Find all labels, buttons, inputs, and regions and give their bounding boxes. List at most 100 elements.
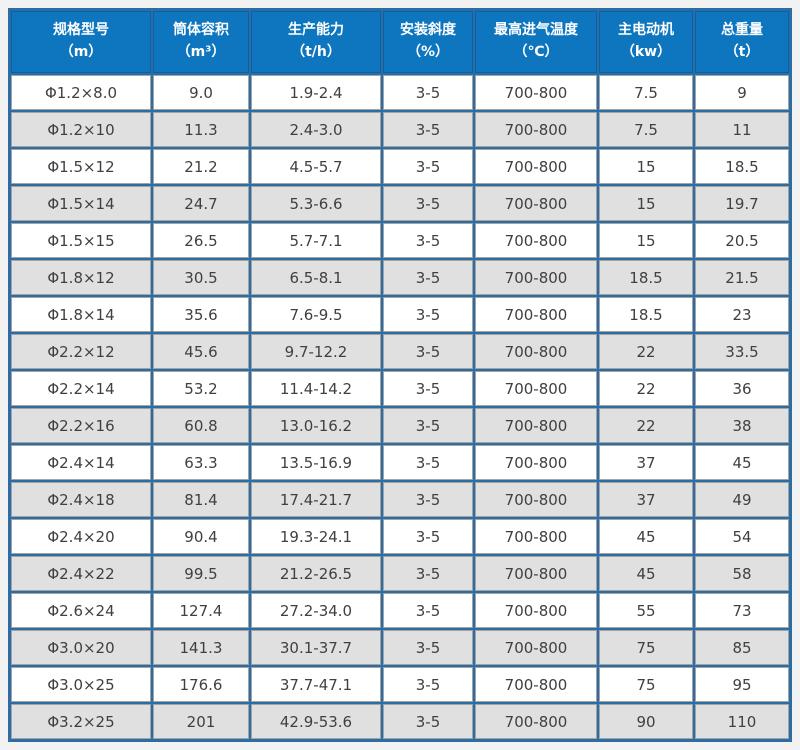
table-cell: Φ2.4×14 — [11, 445, 151, 480]
table-cell: Φ1.8×12 — [11, 260, 151, 295]
column-header-label: 最高进气温度 — [494, 22, 578, 39]
table-cell: 24.7 — [153, 186, 249, 221]
table-cell: 700-800 — [475, 112, 597, 147]
table-cell: Φ1.5×14 — [11, 186, 151, 221]
table-cell: 55 — [599, 593, 693, 628]
column-header-label: 筒体容积 — [173, 22, 229, 39]
spec-table: 规格型号 （m） 筒体容积 （m³） 生产能力 （t/h） 安装斜度 （%） 最… — [8, 8, 792, 742]
table-cell: Φ3.2×25 — [11, 704, 151, 739]
table-cell: Φ2.2×16 — [11, 408, 151, 443]
table-cell: 18.5 — [599, 297, 693, 332]
table-row: Φ1.5×12 21.2 4.5-5.7 3-5 700-800 15 18.5 — [11, 149, 789, 184]
table-row: Φ2.4×14 63.3 13.5-16.9 3-5 700-800 37 45 — [11, 445, 789, 480]
table-cell: 9.7-12.2 — [251, 334, 381, 369]
column-header-label: 安装斜度 — [400, 22, 456, 39]
table-cell: 22 — [599, 371, 693, 406]
table-cell: 7.6-9.5 — [251, 297, 381, 332]
table-cell: Φ2.4×20 — [11, 519, 151, 554]
table-cell: 11 — [695, 112, 789, 147]
table-cell: 90 — [599, 704, 693, 739]
table-cell: 95 — [695, 667, 789, 702]
column-header-unit: （t/h） — [291, 44, 341, 60]
table-row: Φ2.6×24 127.4 27.2-34.0 3-5 700-800 55 73 — [11, 593, 789, 628]
table-cell: 7.5 — [599, 75, 693, 110]
table-row: Φ3.0×25 176.6 37.7-47.1 3-5 700-800 75 95 — [11, 667, 789, 702]
table-cell: 700-800 — [475, 149, 597, 184]
table-cell: 5.3-6.6 — [251, 186, 381, 221]
table-cell: 54 — [695, 519, 789, 554]
table-cell: 2.4-3.0 — [251, 112, 381, 147]
table-cell: 110 — [695, 704, 789, 739]
table-cell: 53.2 — [153, 371, 249, 406]
table-cell: 75 — [599, 667, 693, 702]
table-cell: 3-5 — [383, 75, 473, 110]
table-cell: 30.1-37.7 — [251, 630, 381, 665]
table-cell: 700-800 — [475, 260, 597, 295]
table-cell: 9.0 — [153, 75, 249, 110]
column-header-unit: （℃） — [513, 44, 559, 60]
table-cell: 26.5 — [153, 223, 249, 258]
table-cell: 45 — [695, 445, 789, 480]
table-cell: 81.4 — [153, 482, 249, 517]
column-header-max-inlet-temp: 最高进气温度 （℃） — [475, 11, 597, 73]
table-cell: 35.6 — [153, 297, 249, 332]
table-cell: 18.5 — [695, 149, 789, 184]
table-cell: Φ1.2×8.0 — [11, 75, 151, 110]
column-header-label: 规格型号 — [53, 22, 109, 39]
table-cell: 21.5 — [695, 260, 789, 295]
table-cell: 85 — [695, 630, 789, 665]
table-cell: 15 — [599, 149, 693, 184]
table-cell: 700-800 — [475, 223, 597, 258]
table-cell: Φ3.0×25 — [11, 667, 151, 702]
table-row: Φ1.2×8.0 9.0 1.9-2.4 3-5 700-800 7.5 9 — [11, 75, 789, 110]
table-cell: 75 — [599, 630, 693, 665]
table-cell: 3-5 — [383, 223, 473, 258]
column-header-label: 主电动机 — [618, 22, 674, 39]
table-row: Φ1.2×10 11.3 2.4-3.0 3-5 700-800 7.5 11 — [11, 112, 789, 147]
table-cell: 700-800 — [475, 519, 597, 554]
table-cell: 700-800 — [475, 667, 597, 702]
table-cell: 3-5 — [383, 593, 473, 628]
table-cell: 201 — [153, 704, 249, 739]
column-header-cylinder-volume: 筒体容积 （m³） — [153, 11, 249, 73]
column-header-unit: （%） — [406, 44, 450, 60]
table-cell: 3-5 — [383, 112, 473, 147]
table-cell: 3-5 — [383, 704, 473, 739]
table-cell: 20.5 — [695, 223, 789, 258]
table-cell: 38 — [695, 408, 789, 443]
table-cell: 23 — [695, 297, 789, 332]
table-cell: 700-800 — [475, 482, 597, 517]
table-cell: 700-800 — [475, 593, 597, 628]
table-row: Φ3.2×25 201 42.9-53.6 3-5 700-800 90 110 — [11, 704, 789, 739]
table-cell: 73 — [695, 593, 789, 628]
table-cell: 3-5 — [383, 482, 473, 517]
table-cell: 3-5 — [383, 260, 473, 295]
table-cell: 19.7 — [695, 186, 789, 221]
table-cell: 99.5 — [153, 556, 249, 591]
table-cell: 700-800 — [475, 186, 597, 221]
table-cell: 6.5-8.1 — [251, 260, 381, 295]
table-cell: 700-800 — [475, 704, 597, 739]
table-row: Φ2.2×12 45.6 9.7-12.2 3-5 700-800 22 33.5 — [11, 334, 789, 369]
table-cell: 1.9-2.4 — [251, 75, 381, 110]
table-cell: 90.4 — [153, 519, 249, 554]
table-cell: 5.7-7.1 — [251, 223, 381, 258]
table-cell: 141.3 — [153, 630, 249, 665]
table-cell: Φ1.5×12 — [11, 149, 151, 184]
table-cell: 17.4-21.7 — [251, 482, 381, 517]
table-cell: 21.2-26.5 — [251, 556, 381, 591]
table-cell: 21.2 — [153, 149, 249, 184]
table-cell: 45.6 — [153, 334, 249, 369]
table-cell: 700-800 — [475, 408, 597, 443]
table-cell: 176.6 — [153, 667, 249, 702]
table-cell: Φ3.0×20 — [11, 630, 151, 665]
table-cell: Φ2.2×12 — [11, 334, 151, 369]
column-header-unit: （m） — [59, 44, 103, 60]
table-cell: 3-5 — [383, 519, 473, 554]
column-header-main-motor: 主电动机 （kw） — [599, 11, 693, 73]
column-header-unit: （t） — [724, 44, 760, 60]
column-header-total-weight: 总重量 （t） — [695, 11, 789, 73]
table-cell: 11.4-14.2 — [251, 371, 381, 406]
table-cell: 3-5 — [383, 297, 473, 332]
table-cell: 3-5 — [383, 408, 473, 443]
